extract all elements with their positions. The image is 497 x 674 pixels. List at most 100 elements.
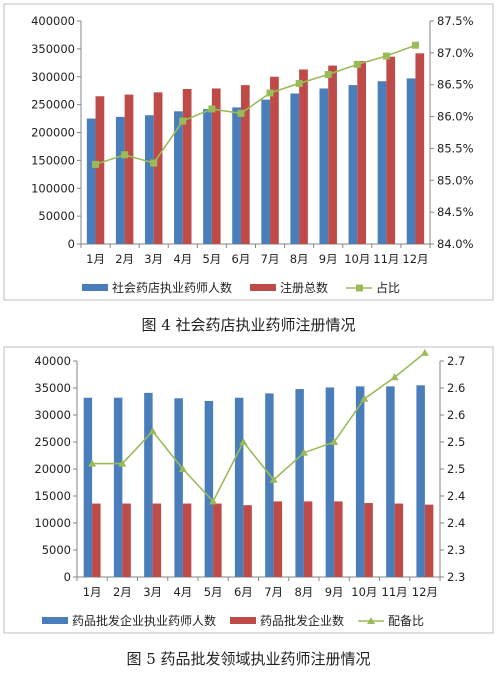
chart-pharmacy-pharmacists: 0 50000 100000 150000 200000 250000 300000 3500… (0, 0, 497, 305)
bar-2 (92, 503, 101, 577)
left-axis-tick-label: 400000 (31, 14, 75, 28)
left-axis-tick-label: 20000 (34, 462, 71, 476)
right-axis-tick-label: 2.7 (447, 354, 465, 368)
left-axis-tick-label: 350000 (31, 42, 75, 56)
left-axis-tick-label: 200000 (31, 126, 75, 140)
right-axis-tick-label: 2.4 (447, 516, 465, 530)
bar-1 (144, 115, 154, 244)
bar-1 (113, 397, 123, 577)
left-axis-tick-label: 25000 (34, 435, 71, 449)
x-axis-tick-label: 12月 (402, 252, 428, 266)
x-axis-tick-label: 6月 (232, 252, 251, 266)
line-marker (353, 60, 361, 68)
line-marker (324, 71, 332, 79)
bar-2 (386, 56, 396, 245)
right-axis-tick-label: 2.3 (447, 570, 465, 584)
bar-1 (406, 78, 416, 244)
bar-1 (265, 393, 274, 577)
right-axis-tick-label: 85.5% (437, 141, 474, 155)
left-axis-tick-label: 0 (68, 237, 75, 251)
bar-2 (213, 503, 222, 577)
bar-1 (295, 389, 304, 577)
x-axis-tick-label: 7月 (261, 252, 280, 266)
bar-1 (325, 387, 335, 577)
right-axis-tick-label: 84.5% (437, 205, 474, 219)
bar-1 (86, 118, 96, 244)
x-axis-tick-label: 6月 (234, 585, 253, 599)
left-axis-tick-label: 40000 (34, 354, 71, 368)
line-marker (239, 438, 248, 445)
bar-2 (299, 69, 308, 244)
left-axis-tick-label: 0 (64, 570, 71, 584)
right-axis-tick-label: 87.0% (437, 46, 474, 60)
line-marker (420, 348, 429, 356)
bar-2 (303, 501, 313, 577)
left-axis-tick-label: 300000 (31, 70, 75, 84)
bar-2 (182, 89, 192, 244)
line-marker (299, 448, 308, 456)
line-marker (178, 465, 187, 472)
x-axis-tick-label: 9月 (319, 252, 338, 266)
line-marker (208, 105, 216, 113)
bar-1 (203, 109, 212, 245)
bar-2 (424, 504, 434, 577)
bar-1 (355, 386, 365, 577)
left-axis-tick-label: 50000 (38, 209, 75, 223)
right-axis-tick-label: 86.5% (437, 78, 474, 92)
legend-label-1: 社会药店执业药师人数 (112, 280, 232, 295)
bar-1 (234, 397, 244, 577)
legend-label-2: 药品批发企业数 (260, 613, 344, 628)
bar-2 (152, 503, 162, 577)
bar-1 (290, 93, 300, 244)
x-axis-tick-label: 8月 (294, 585, 313, 599)
bar-2 (357, 61, 367, 244)
right-axis-tick-label: 2.3 (447, 543, 465, 557)
bar-2 (95, 96, 105, 244)
x-axis-tick-label: 11月 (373, 252, 399, 266)
x-axis-tick-label: 1月 (83, 585, 102, 599)
left-axis-tick-label: 150000 (31, 153, 75, 167)
left-axis-tick-label: 35000 (34, 381, 71, 395)
bar-1 (174, 111, 183, 244)
bar-2 (273, 501, 283, 577)
x-axis-tick-label: 5月 (204, 585, 223, 599)
bar-2 (182, 503, 192, 577)
line-marker (360, 394, 369, 402)
right-axis-tick-label: 85.0% (437, 173, 474, 187)
bar-2 (124, 94, 134, 244)
left-axis-tick-label: 15000 (34, 489, 71, 503)
legend-label-2: 注册总数 (280, 280, 328, 295)
bar-2 (364, 503, 373, 577)
x-axis-tick-label: 8月 (290, 252, 309, 266)
line-marker (92, 160, 100, 168)
x-axis-tick-label: 4月 (173, 585, 192, 599)
line-marker (150, 159, 158, 167)
bar-1 (204, 400, 214, 577)
x-axis-tick-label: 2月 (115, 252, 134, 266)
left-axis-tick-label: 10000 (34, 516, 71, 530)
bar-1 (377, 81, 387, 245)
bar-2 (328, 65, 337, 244)
right-axis-tick-label: 2.5 (447, 462, 465, 476)
line-marker (382, 52, 390, 60)
right-axis-tick-label: 2.5 (447, 435, 465, 449)
x-axis-tick-label: 4月 (173, 252, 192, 266)
x-axis-tick-label: 7月 (264, 585, 283, 599)
x-axis-tick-label: 3月 (144, 252, 163, 266)
legend-label-3: 配备比 (388, 614, 424, 628)
right-axis-tick-label: 87.5% (437, 14, 474, 28)
chart-wholesale-pharmacists: 0 5000 10000 15000 20000 25000 30000 35000 40000… (0, 343, 497, 638)
left-axis-tick-label: 100000 (31, 181, 75, 195)
bar-2 (415, 53, 425, 245)
right-axis-tick-label: 2.6 (447, 381, 465, 395)
bar-2 (394, 503, 404, 577)
legend-swatch-2 (250, 284, 276, 291)
line-marker (179, 117, 187, 125)
legend-label-1: 药品批发企业执业药师人数 (72, 613, 216, 628)
bar-1 (386, 386, 395, 577)
legend-swatch-1 (82, 284, 108, 291)
bar-1 (348, 85, 358, 244)
line-marker (269, 475, 278, 483)
right-axis-tick-label: 84.0% (437, 237, 474, 251)
x-axis-tick-label: 9月 (325, 585, 344, 599)
